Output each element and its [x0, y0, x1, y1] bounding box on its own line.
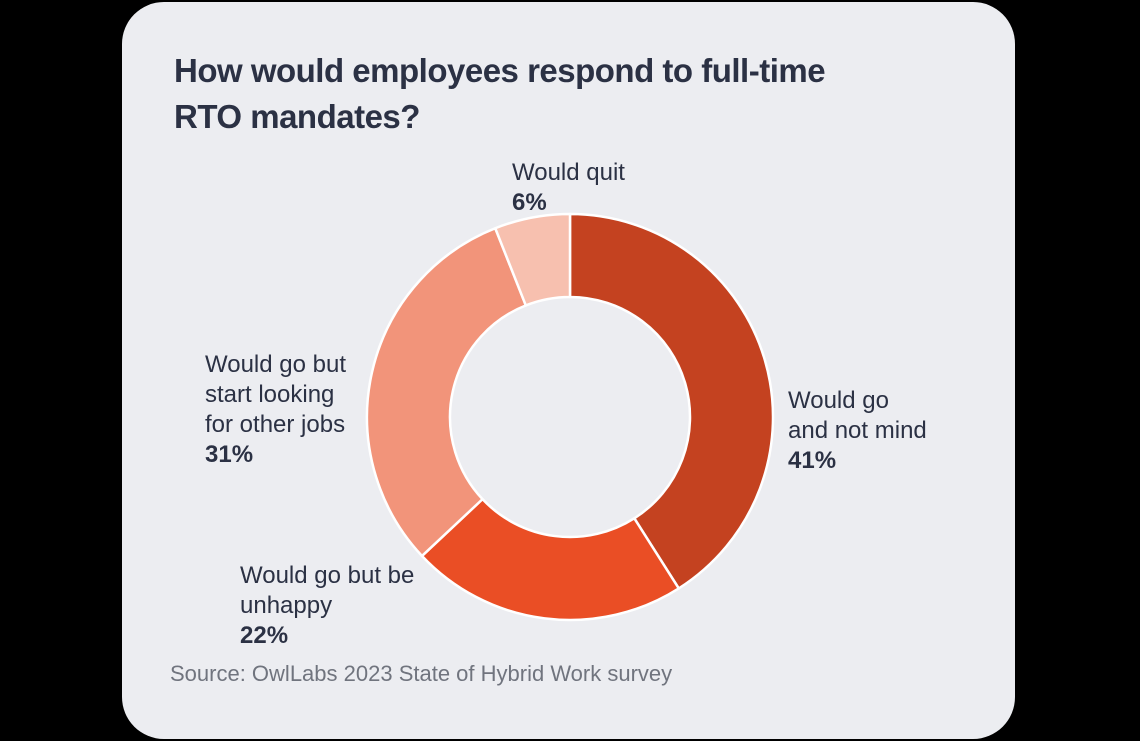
- label-line: for other jobs: [205, 411, 346, 438]
- chart-title: How would employees respond to full-time…: [174, 48, 954, 140]
- donut-segment-3: [365, 227, 528, 558]
- chart-label-would-quit: Would quit 6%: [512, 158, 625, 218]
- label-value: 41%: [788, 447, 837, 474]
- label-value: 6%: [512, 189, 547, 216]
- donut-segment-2: [420, 497, 681, 622]
- label-line: Would go but: [205, 351, 346, 378]
- chart-label-unhappy: Would go but be unhappy 22%: [240, 561, 414, 651]
- chart-label-start-looking: Would go but start looking for other job…: [205, 350, 346, 470]
- chart-title-line-1: How would employees respond to full-time: [174, 52, 826, 89]
- label-line: and not mind: [788, 417, 927, 444]
- donut-segment-4: [494, 212, 572, 307]
- label-value: 31%: [205, 441, 254, 468]
- source-attribution: Source: OwlLabs 2023 State of Hybrid Wor…: [170, 661, 673, 686]
- chart-card: How would employees respond to full-time…: [122, 2, 1015, 739]
- donut-segment-1: [568, 212, 775, 590]
- donut-chart: [365, 212, 775, 622]
- chart-label-would-go-not-mind: Would go and not mind 41%: [788, 386, 927, 476]
- label-value: 22%: [240, 622, 289, 649]
- label-line: Would go: [788, 387, 889, 414]
- label-line: Would quit: [512, 159, 625, 186]
- label-line: unhappy: [240, 592, 333, 619]
- label-line: Would go but be: [240, 562, 415, 589]
- label-line: start looking: [205, 381, 335, 408]
- chart-title-line-2: RTO mandates?: [174, 98, 420, 135]
